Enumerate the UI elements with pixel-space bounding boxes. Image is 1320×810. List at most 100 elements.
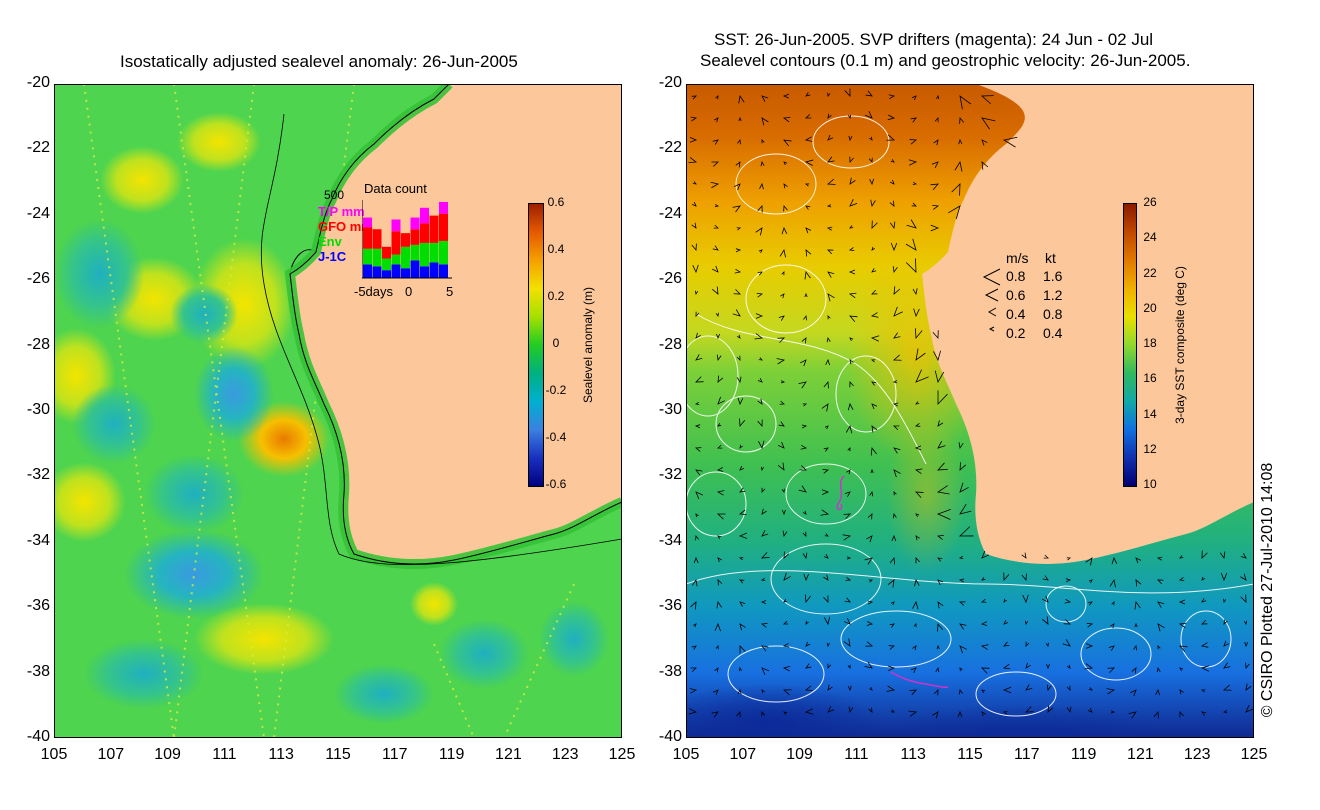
velocity-arrow (845, 577, 852, 581)
velocity-arrow (1201, 576, 1205, 581)
velocity-arrow (887, 579, 895, 588)
data-count-bar-red (410, 229, 420, 245)
velocity-arrow (760, 600, 767, 605)
velocity-arrow (716, 444, 723, 449)
velocity-legend-kt: 1.2 (1043, 287, 1063, 303)
velocity-arrow (820, 509, 830, 516)
velocity-arrow (846, 556, 852, 560)
velocity-arrow (782, 642, 790, 648)
velocity-arrow (913, 308, 920, 318)
velocity-arrow (804, 159, 814, 166)
velocity-arrow (931, 161, 939, 168)
velocity-arrow (915, 401, 920, 405)
velocity-arrow (800, 444, 808, 450)
velocity-arrow (915, 491, 924, 498)
velocity-arrow (738, 532, 748, 539)
velocity-arrow (1110, 710, 1116, 714)
velocity-arrow (692, 181, 697, 185)
velocity-arrow (761, 667, 770, 676)
x-tick-label: 113 (268, 746, 294, 763)
velocity-arrow (1045, 642, 1049, 648)
data-count-bar-magenta (410, 217, 420, 230)
velocity-arrow (910, 667, 917, 674)
velocity-arrow (914, 328, 923, 340)
velocity-arrow (690, 116, 698, 122)
velocity-arrow (1200, 665, 1210, 672)
velocity-arrow (735, 248, 742, 253)
velocity-arrow (761, 139, 765, 144)
velocity-arrow (1245, 662, 1250, 670)
velocity-arrow (1066, 557, 1072, 561)
velocity-arrow (871, 425, 878, 433)
velocity-arrow (732, 205, 741, 213)
velocity-arrow (909, 139, 918, 145)
velocity-arrow (1157, 645, 1161, 650)
velocity-arrow (849, 380, 854, 388)
data-count-bar-magenta (363, 217, 372, 228)
velocity-arrow (802, 531, 807, 537)
velocity-arrow (1157, 623, 1165, 632)
x-tick-label: 125 (608, 746, 636, 763)
velocity-arrow (779, 248, 786, 258)
velocity-arrow (1179, 710, 1184, 718)
data-count-bar-magenta (420, 207, 429, 224)
velocity-arrow (803, 573, 809, 582)
velocity-arrow (755, 227, 763, 236)
velocity-arrow (694, 424, 701, 429)
velocity-arrow (867, 600, 874, 605)
velocity-arrow (849, 156, 854, 164)
velocity-arrow (1024, 620, 1029, 626)
velocity-arrow (695, 534, 699, 541)
velocity-arrow (959, 95, 972, 110)
colorbar-tick-label: 0.2 (547, 289, 565, 303)
velocity-arrow (846, 469, 851, 475)
velocity-arrow (847, 664, 851, 670)
velocity-arrow (892, 380, 898, 384)
velocity-arrow (959, 503, 972, 515)
velocity-arrow (936, 94, 940, 100)
velocity-legend-ms: 0.2 (1006, 325, 1026, 341)
velocity-arrow (915, 535, 920, 541)
velocity-arrow (827, 92, 831, 98)
velocity-arrow (1062, 639, 1071, 647)
velocity-arrow (1022, 594, 1029, 604)
velocity-arrow (1109, 578, 1116, 588)
velocity-arrow (892, 402, 899, 407)
velocity-arrow (1245, 704, 1254, 713)
colorbar-tick-label: 10 (1143, 477, 1157, 491)
velocity-arrow (781, 488, 785, 494)
velocity-arrow (827, 156, 835, 163)
inset-xlabel-start: -5days (354, 284, 394, 299)
velocity-arrow (870, 335, 880, 342)
velocity-arrow (739, 444, 743, 449)
velocity-arrow (954, 160, 963, 172)
velocity-arrow (777, 441, 785, 449)
velocity-arrow (915, 348, 926, 361)
velocity-arrow (691, 201, 697, 207)
colorbar-tick-label: 14 (1143, 406, 1157, 421)
velocity-arrow (933, 139, 939, 146)
colorbar-tick-label: 12 (1143, 441, 1157, 456)
velocity-arrow (959, 526, 974, 537)
inset-xlabel-mid: 0 (405, 284, 413, 299)
velocity-arrow (889, 556, 896, 565)
velocity-arrow (849, 315, 858, 323)
y-tick-label: -34 (658, 531, 682, 549)
velocity-arrow (783, 551, 790, 559)
velocity-arrow (1243, 620, 1248, 626)
velocity-arrow (695, 332, 701, 339)
velocity-arrow (912, 181, 918, 186)
data-count-bar-green (439, 240, 448, 265)
inset-xlabel-end: 5 (446, 284, 454, 299)
velocity-arrow (1087, 601, 1093, 606)
y-tick-label: -22 (658, 139, 682, 157)
velocity-arrow (1064, 598, 1072, 604)
velocity-arrow (826, 204, 832, 208)
velocity-arrow (1220, 572, 1228, 582)
velocity-arrow (887, 114, 896, 121)
legend-j1c: J-1C (318, 249, 347, 264)
velocity-arrow (824, 425, 829, 430)
velocity-arrow (717, 396, 725, 405)
y-tick-label: -30 (658, 401, 682, 418)
velocity-arrow (689, 137, 698, 143)
